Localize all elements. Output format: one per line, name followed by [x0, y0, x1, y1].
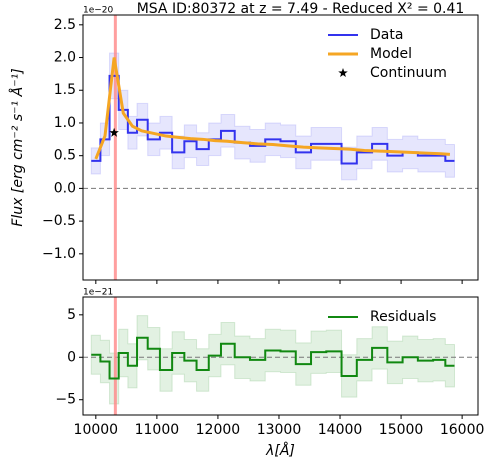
x-tick-label: 11000 — [135, 422, 180, 438]
plot-area — [83, 297, 478, 415]
x-axis-label: λ[Å] — [265, 442, 295, 459]
model-line — [94, 57, 451, 160]
y-tick-label: −0.5 — [42, 213, 76, 229]
y-tick-label: 2.0 — [54, 50, 76, 66]
error-band — [90, 315, 455, 405]
error-band — [90, 52, 455, 181]
x-tick-label: 14000 — [318, 422, 363, 438]
legend-marker — [338, 68, 348, 78]
y-tick-label: 1.5 — [54, 82, 76, 98]
y-tick-label: −5 — [55, 392, 76, 408]
x-tick-label: 16000 — [440, 422, 485, 438]
y-axis-label: Flux [erg cm⁻² s⁻¹ Å⁻¹] — [9, 68, 26, 226]
y-tick-label: 1.0 — [54, 115, 76, 131]
x-tick-label: 13000 — [257, 422, 302, 438]
x-tick-label: 10000 — [74, 422, 119, 438]
plot-area — [83, 15, 478, 280]
offset-label: 1e−20 — [83, 6, 114, 16]
legend-label: Continuum — [370, 65, 447, 81]
chart-title: MSA ID:80372 at z = 7.49 - Reduced X² = … — [137, 1, 465, 17]
legend-label: Data — [370, 27, 403, 43]
legend-label: Model — [370, 46, 412, 62]
y-tick-label: 0.0 — [54, 180, 76, 196]
y-tick-label: 2.5 — [54, 17, 76, 33]
x-tick-label: 15000 — [379, 422, 424, 438]
axes-frame — [82, 14, 479, 281]
axes-frame — [82, 296, 479, 416]
y-tick-label: −1.0 — [42, 246, 76, 262]
y-tick-label: 5 — [67, 307, 76, 323]
y-tick-label: 0 — [67, 349, 76, 365]
data-step — [91, 336, 455, 380]
x-tick-label: 12000 — [196, 422, 241, 438]
offset-label: 1e−21 — [83, 288, 113, 298]
continuum-marker — [109, 127, 119, 137]
y-tick-label: 0.5 — [54, 148, 76, 164]
legend-label: Residuals — [370, 309, 436, 325]
